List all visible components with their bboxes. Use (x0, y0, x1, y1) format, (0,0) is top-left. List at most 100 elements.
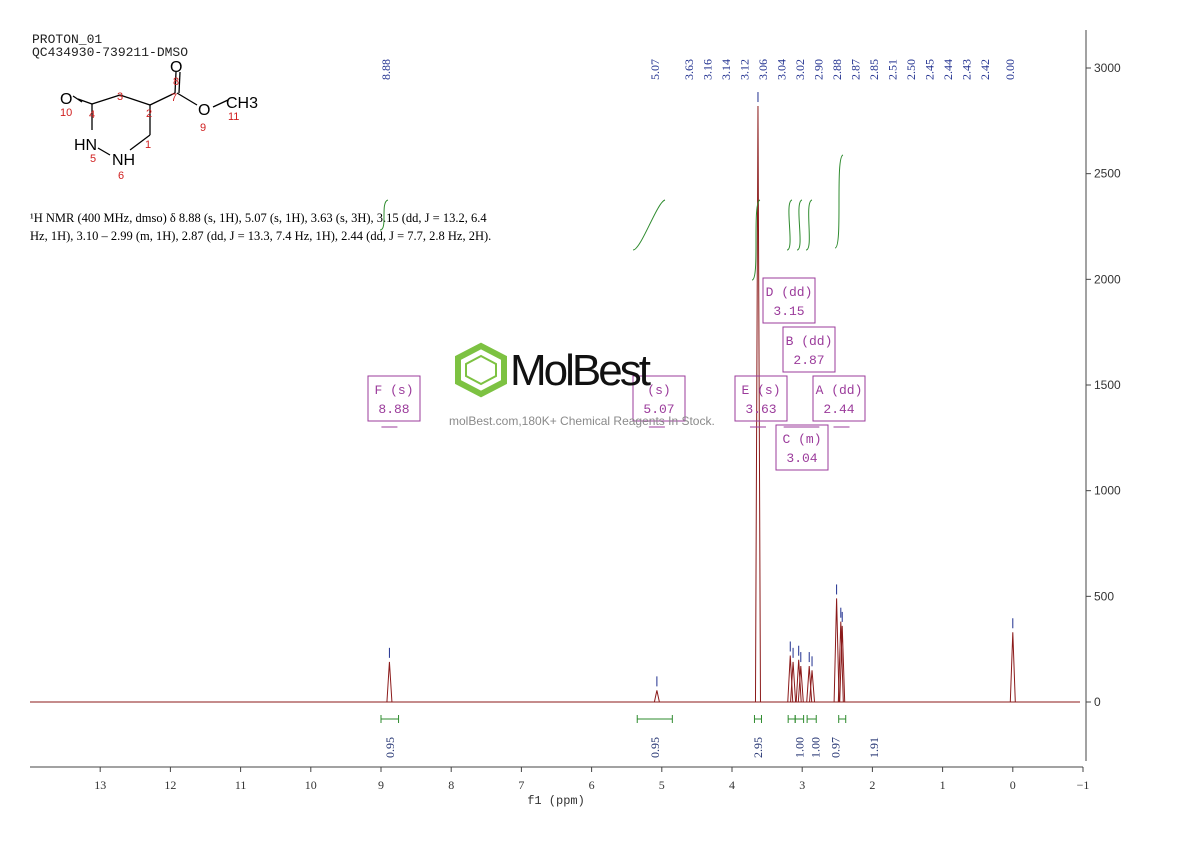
multiplet-label: (s) (647, 383, 670, 398)
x-tick-label: −1 (1077, 778, 1090, 792)
peak-shift-label: 3.14 (719, 59, 733, 80)
integral-value: 0.97 (829, 737, 843, 758)
multiplet-label: A (dd) (816, 383, 863, 398)
atom-ch3: CH3 (226, 95, 258, 112)
x-tick-label: 0 (1010, 778, 1016, 792)
y-tick-label: 2500 (1094, 167, 1121, 181)
peak-shift-label: 2.85 (867, 59, 881, 80)
atom-o-carbonyl: O (170, 59, 182, 76)
integral-curve (796, 199, 803, 251)
peak-shift-label: 3.02 (793, 59, 807, 80)
integral-curve (834, 154, 844, 249)
nmr-description-line2: Hz, 1H), 3.10 – 2.99 (m, 1H), 2.87 (dd, … (30, 229, 492, 243)
spectrum-peak (833, 598, 840, 703)
spectrum-peak (795, 659, 802, 703)
atom-nh: NH (112, 152, 135, 169)
integral-value: 0.95 (383, 737, 397, 758)
multiplet-shift: 2.87 (793, 353, 824, 368)
multiplet-box (734, 375, 788, 422)
multiplet-label: F (s) (374, 383, 413, 398)
multiplet-shift: 3.15 (773, 304, 804, 319)
multiplet-shift: 8.88 (378, 402, 409, 417)
atom-number-8: 8 (173, 76, 179, 88)
atom-number-1: 1 (145, 139, 151, 151)
peak-shift-label: 3.12 (738, 59, 752, 80)
spectrum-peak (1009, 632, 1016, 703)
multiplet-box (762, 277, 816, 324)
integral-curve (805, 199, 813, 251)
peak-shift-label: 2.50 (904, 59, 918, 80)
x-tick-label: 9 (378, 778, 384, 792)
atom-o-ketone: O (60, 91, 72, 108)
peak-shift-label: 3.06 (756, 59, 770, 80)
x-tick-label: 10 (305, 778, 317, 792)
axes-group: 13 12 11 10 9 8 7 6 5 4 3 2 1 0 −1f1 (ppm)300025002000… (30, 30, 1121, 808)
y-tick-label: 500 (1094, 589, 1114, 603)
x-tick-label: 5 (659, 778, 665, 792)
integral-value: 2.95 (751, 737, 765, 758)
atom-number-11: 11 (228, 111, 239, 123)
peak-shift-label: 8.88 (379, 59, 393, 80)
x-tick-label: 1 (940, 778, 946, 792)
peak-shift-label: 2.88 (830, 59, 844, 80)
multiplets-group: F (s) 8.88 (s) 5.07 E (s) 3.63 D (dd) 3.15 C (m)… (367, 277, 866, 471)
peak-shift-label: 3.16 (701, 59, 715, 80)
atom-number-10: 10 (60, 107, 72, 119)
x-tick-label: 8 (448, 778, 454, 792)
watermark-logo-text: MolBest (510, 346, 651, 395)
multiplet-shift: 2.44 (823, 402, 854, 417)
spectrum-peak (386, 661, 393, 703)
atom-number-5: 5 (90, 153, 96, 165)
x-tick-label: 7 (518, 778, 524, 792)
sample-id: QC434930-739211-DMSO (32, 45, 189, 60)
x-tick-label: 12 (164, 778, 176, 792)
spectrum-peak (837, 621, 844, 703)
peak-shift-label: 2.51 (886, 59, 900, 80)
multiplet-label: C (m) (782, 432, 821, 447)
peak-shift-label: 3.04 (775, 59, 789, 80)
integral-curve (379, 199, 389, 231)
peak-labels-group: 8.88 5.07 3.63 3.16 3.14 3.12 3.06 3.04 3.02 2.90… (379, 59, 1017, 80)
peak-shift-label: 3.63 (682, 59, 696, 80)
atom-number-9: 9 (200, 122, 206, 134)
peak-shift-label: 2.90 (812, 59, 826, 80)
y-tick-label: 1000 (1094, 484, 1121, 498)
sample-name: PROTON_01 (32, 32, 103, 47)
peak-shift-label: 2.43 (960, 59, 974, 80)
integral-curve (751, 199, 761, 281)
spectrum-peak (754, 106, 761, 703)
multiplet-shift: 3.63 (745, 402, 776, 417)
nmr-description-line1: ¹H NMR (400 MHz, dmso) δ 8.88 (s, 1H), 5… (30, 211, 487, 225)
multiplet-box (782, 326, 836, 373)
multiplet-shift: 5.07 (643, 402, 674, 417)
molecule-labels: O O O CH3 HN NH 10 4 3 2 8 7 9 11 1 5 6 (60, 59, 258, 182)
spectrum-peak (653, 690, 660, 703)
spectrum-group (30, 92, 1080, 703)
atom-number-7: 7 (171, 92, 177, 104)
y-tick-label: 3000 (1094, 61, 1121, 75)
integral-value: 1.00 (808, 737, 822, 758)
y-tick-label: 2000 (1094, 272, 1121, 286)
multiplet-box (367, 375, 421, 422)
peak-shift-label: 2.87 (849, 59, 863, 80)
molbest-logo-icon (455, 342, 507, 398)
spectrum-peak (790, 661, 797, 703)
peak-shift-label: 2.44 (941, 59, 955, 80)
integral-value: 1.00 (793, 737, 807, 758)
atom-number-4: 4 (89, 109, 95, 121)
atom-o-ester: O (198, 102, 210, 119)
x-axis-title: f1 (ppm) (527, 794, 585, 808)
spectrum-peak (809, 670, 816, 703)
peak-shift-label: 2.42 (978, 59, 992, 80)
multiplet-label: E (s) (741, 383, 780, 398)
atom-number-6: 6 (118, 170, 124, 182)
y-tick-label: 1500 (1094, 378, 1121, 392)
x-tick-label: 3 (799, 778, 805, 792)
peak-shift-label: 0.00 (1003, 59, 1017, 80)
multiplet-box (812, 375, 866, 422)
integral-curve (632, 199, 666, 251)
x-tick-label: 2 (869, 778, 875, 792)
y-tick-label: 0 (1094, 695, 1101, 709)
multiplet-shift: 3.04 (786, 451, 817, 466)
